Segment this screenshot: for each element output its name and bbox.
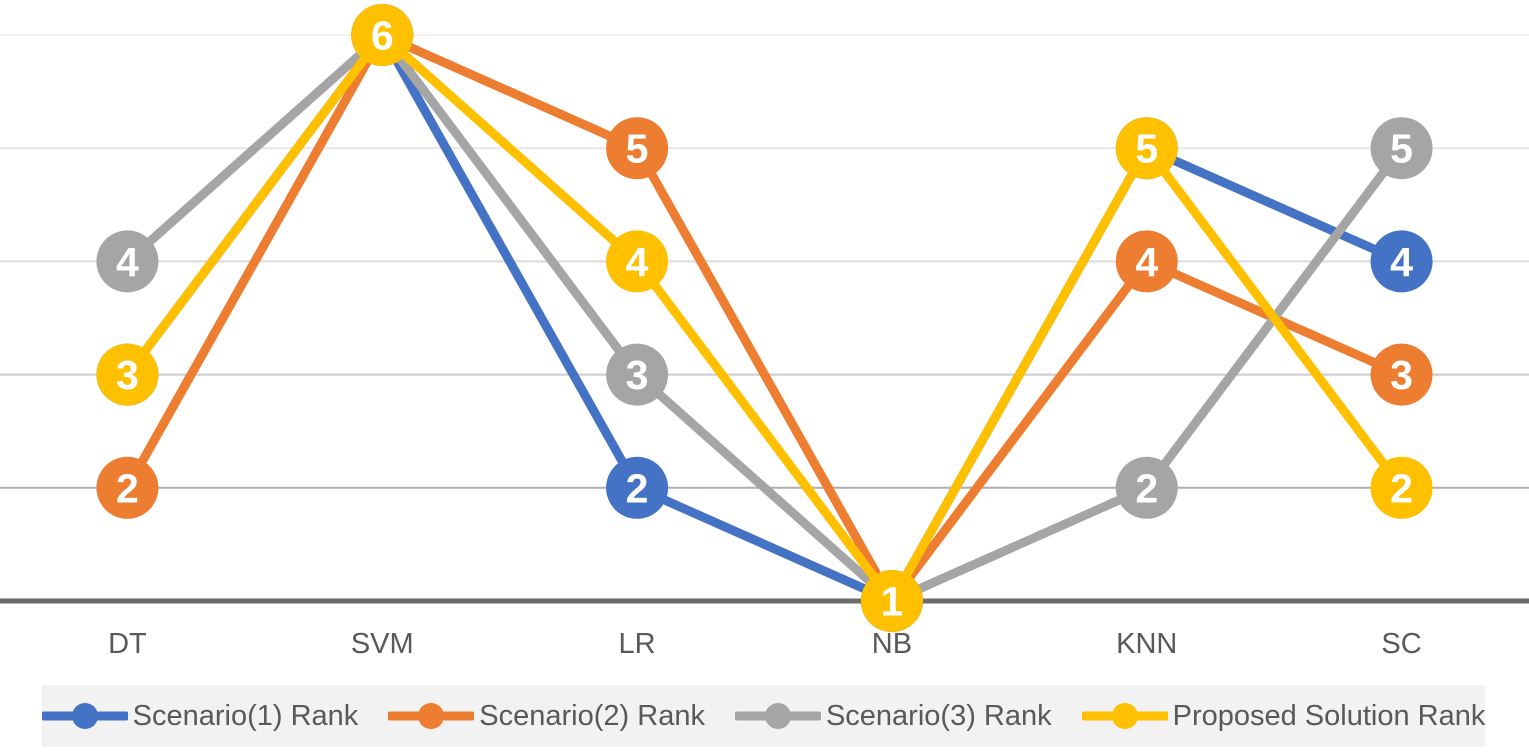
data-label-scenario-3-rank-knn: 2: [1135, 465, 1158, 511]
data-point-proposed-solution-rank-nb: [860, 570, 923, 632]
chart-legend: Scenario(1) Rank Scenario(2) Rank Scenario…: [41, 685, 1486, 747]
data-label-scenario-3-rank-lr: 3: [626, 352, 649, 398]
series-line-proposed-solution-rank: [122, 30, 1407, 606]
data-point-scenario-1-rank-sc: [1370, 230, 1433, 293]
legend-line-marker-icon: [388, 703, 475, 729]
data-label-scenario-3-rank-sc: 5: [1390, 126, 1413, 172]
data-point-proposed-solution-rank-knn: [1115, 117, 1178, 180]
data-point-scenario-2-rank-knn: [1115, 230, 1178, 293]
data-label-scenario-3-rank-dt: 4: [116, 239, 139, 285]
data-point-scenario-2-rank-lr: [606, 117, 669, 180]
data-point-proposed-solution-rank-lr: [606, 230, 669, 293]
data-point-scenario-3-rank-knn: [1115, 456, 1178, 519]
data-point-scenario-2-rank-dt: [96, 456, 159, 519]
legend-swatch-marker: [71, 703, 98, 729]
data-point-proposed-solution-rank-sc: [1370, 456, 1433, 519]
series-line-scenario-2-rank: [122, 30, 1407, 606]
x-axis-label-knn: KNN: [1116, 628, 1177, 660]
legend-item-scenario-2-rank: Scenario(2) Rank: [388, 701, 705, 731]
data-label-scenario-2-rank-lr: 5: [626, 126, 649, 172]
legend-item-scenario-1-rank: Scenario(1) Rank: [41, 699, 359, 732]
x-axis-label-svm: SVM: [351, 628, 414, 660]
data-point-proposed-solution-rank-dt: [96, 343, 159, 406]
data-point-scenario-1-rank-lr: [606, 456, 669, 519]
legend-label: Scenario(3) Rank: [825, 699, 1052, 732]
data-point-proposed-solution-rank-svm: [351, 4, 414, 66]
legend-label: Proposed Solution Rank: [1172, 699, 1486, 732]
data-label-proposed-solution-rank-svm: 6: [371, 13, 394, 59]
data-label-proposed-solution-rank-dt: 3: [116, 352, 139, 398]
legend-swatch-marker: [764, 703, 791, 729]
data-label-proposed-solution-rank-sc: 2: [1390, 465, 1413, 511]
x-axis-label-nb: NB: [872, 628, 912, 660]
data-label-scenario-1-rank-sc: 4: [1390, 239, 1413, 285]
legend-line-marker-icon: [41, 703, 128, 729]
legend-item-scenario-3-rank: Scenario(3) Rank: [734, 699, 1052, 732]
legend-swatch-marker: [1111, 703, 1138, 729]
legend-line-marker-icon: [734, 703, 821, 729]
chart-plot-area: 362154265143463125364152DTSVMLRNBKNNSC: [0, 4, 1529, 660]
data-label-proposed-solution-rank-nb: 1: [881, 579, 904, 625]
x-axis-label-lr: LR: [619, 628, 656, 660]
data-point-scenario-2-rank-sc: [1370, 343, 1433, 406]
data-label-proposed-solution-rank-lr: 4: [626, 239, 649, 285]
data-point-scenario-3-rank-sc: [1370, 117, 1433, 180]
legend-swatch-marker: [418, 703, 445, 729]
x-axis-label-dt: DT: [108, 628, 147, 660]
legend-item-proposed-solution-rank: Proposed Solution Rank: [1081, 699, 1486, 732]
data-label-scenario-1-rank-lr: 2: [626, 465, 649, 511]
legend-label: Scenario(1) Rank: [132, 699, 359, 732]
data-point-scenario-3-rank-lr: [606, 343, 669, 406]
series-line-scenario-3-rank: [122, 30, 1407, 606]
data-label-proposed-solution-rank-knn: 5: [1135, 126, 1158, 172]
legend-label: Scenario(2) Rank: [479, 699, 705, 732]
data-label-scenario-2-rank-knn: 4: [1135, 239, 1158, 285]
data-point-scenario-3-rank-dt: [96, 230, 159, 293]
legend-line-marker-icon: [1081, 703, 1168, 729]
x-axis-label-sc: SC: [1381, 628, 1421, 660]
data-label-scenario-2-rank-dt: 2: [116, 465, 139, 511]
data-label-scenario-2-rank-sc: 3: [1390, 352, 1413, 398]
